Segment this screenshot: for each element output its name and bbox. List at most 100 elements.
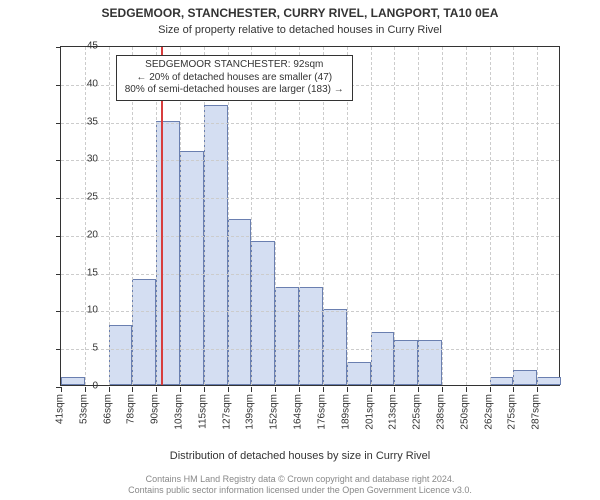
xtick-label: 90sqm	[150, 394, 161, 424]
ytick-label: 10	[70, 305, 98, 316]
ytick-mark	[56, 47, 61, 48]
xtick-label: 127sqm	[221, 394, 232, 430]
ytick-label: 40	[70, 78, 98, 89]
xtick-label: 41sqm	[55, 394, 66, 424]
gridline-v	[418, 47, 419, 385]
ytick-label: 45	[70, 41, 98, 52]
histogram-bar	[418, 340, 442, 385]
histogram-bar	[275, 287, 299, 385]
ytick-label: 5	[70, 343, 98, 354]
histogram-bar	[394, 340, 418, 385]
gridline-h	[61, 311, 559, 312]
xtick-label: 201sqm	[364, 394, 375, 430]
x-axis-label: Distribution of detached houses by size …	[0, 450, 600, 462]
xtick-label: 66sqm	[102, 394, 113, 424]
gridline-v	[109, 47, 110, 385]
histogram-bar	[132, 279, 156, 385]
xtick-mark	[109, 387, 110, 392]
histogram-bar	[371, 332, 395, 385]
gridline-v	[490, 47, 491, 385]
xtick-mark	[466, 387, 467, 392]
xtick-mark	[371, 387, 372, 392]
gridline-v	[85, 47, 86, 385]
histogram-bar	[251, 241, 275, 385]
histogram-bar	[109, 325, 133, 385]
xtick-mark	[204, 387, 205, 392]
xtick-label: 250sqm	[459, 394, 470, 430]
gridline-h	[61, 349, 559, 350]
histogram-bar	[299, 287, 323, 385]
ytick-mark	[56, 311, 61, 312]
histogram-bar	[490, 377, 514, 385]
xtick-label: 262sqm	[483, 394, 494, 430]
gridline-h	[61, 274, 559, 275]
xtick-mark	[275, 387, 276, 392]
xtick-label: 225sqm	[412, 394, 423, 430]
gridline-v	[466, 47, 467, 385]
ytick-label: 0	[70, 381, 98, 392]
gridline-v	[537, 47, 538, 385]
chart-title-1: SEDGEMOOR, STANCHESTER, CURRY RIVEL, LAN…	[0, 6, 600, 20]
xtick-label: 139sqm	[245, 394, 256, 430]
xtick-label: 189sqm	[340, 394, 351, 430]
histogram-bar	[513, 370, 537, 385]
xtick-mark	[490, 387, 491, 392]
xtick-mark	[228, 387, 229, 392]
footer-attribution: Contains HM Land Registry data © Crown c…	[0, 474, 600, 496]
ytick-label: 15	[70, 267, 98, 278]
xtick-label: 275sqm	[507, 394, 518, 430]
gridline-h	[61, 198, 559, 199]
ytick-mark	[56, 85, 61, 86]
gridline-v	[371, 47, 372, 385]
xtick-mark	[394, 387, 395, 392]
ytick-mark	[56, 198, 61, 199]
footer-line-2: Contains public sector information licen…	[0, 485, 600, 496]
xtick-mark	[323, 387, 324, 392]
ytick-mark	[56, 274, 61, 275]
annotation-line-3: 80% of semi-detached houses are larger (…	[125, 84, 344, 97]
ytick-mark	[56, 160, 61, 161]
ytick-label: 25	[70, 192, 98, 203]
xtick-label: 164sqm	[293, 394, 304, 430]
annotation-line-2: ← 20% of detached houses are smaller (47…	[125, 72, 344, 85]
ytick-mark	[56, 349, 61, 350]
xtick-label: 213sqm	[388, 394, 399, 430]
xtick-mark	[513, 387, 514, 392]
histogram-bar	[347, 362, 371, 385]
gridline-v	[442, 47, 443, 385]
gridline-h	[61, 236, 559, 237]
histogram-bar	[323, 309, 347, 385]
annotation-line-1: SEDGEMOOR STANCHESTER: 92sqm	[125, 59, 344, 72]
xtick-label: 238sqm	[435, 394, 446, 430]
xtick-mark	[442, 387, 443, 392]
plot-area: SEDGEMOOR STANCHESTER: 92sqm ← 20% of de…	[60, 46, 560, 386]
xtick-mark	[61, 387, 62, 392]
gridline-v	[513, 47, 514, 385]
gridline-v	[394, 47, 395, 385]
histogram-bar	[228, 219, 252, 385]
xtick-mark	[418, 387, 419, 392]
histogram-bar	[204, 105, 228, 385]
xtick-label: 287sqm	[531, 394, 542, 430]
annotation-box: SEDGEMOOR STANCHESTER: 92sqm ← 20% of de…	[116, 55, 353, 101]
xtick-mark	[347, 387, 348, 392]
xtick-label: 115sqm	[197, 394, 208, 429]
xtick-mark	[156, 387, 157, 392]
ytick-label: 20	[70, 229, 98, 240]
xtick-label: 176sqm	[316, 394, 327, 430]
chart-title-2: Size of property relative to detached ho…	[0, 24, 600, 36]
histogram-bar	[537, 377, 561, 385]
ytick-label: 35	[70, 116, 98, 127]
gridline-h	[61, 160, 559, 161]
ytick-label: 30	[70, 154, 98, 165]
xtick-mark	[132, 387, 133, 392]
ytick-mark	[56, 123, 61, 124]
gridline-h	[61, 123, 559, 124]
xtick-mark	[180, 387, 181, 392]
ytick-mark	[56, 236, 61, 237]
footer-line-1: Contains HM Land Registry data © Crown c…	[0, 474, 600, 485]
xtick-mark	[537, 387, 538, 392]
xtick-mark	[251, 387, 252, 392]
xtick-label: 152sqm	[269, 394, 280, 430]
xtick-label: 103sqm	[174, 394, 185, 430]
